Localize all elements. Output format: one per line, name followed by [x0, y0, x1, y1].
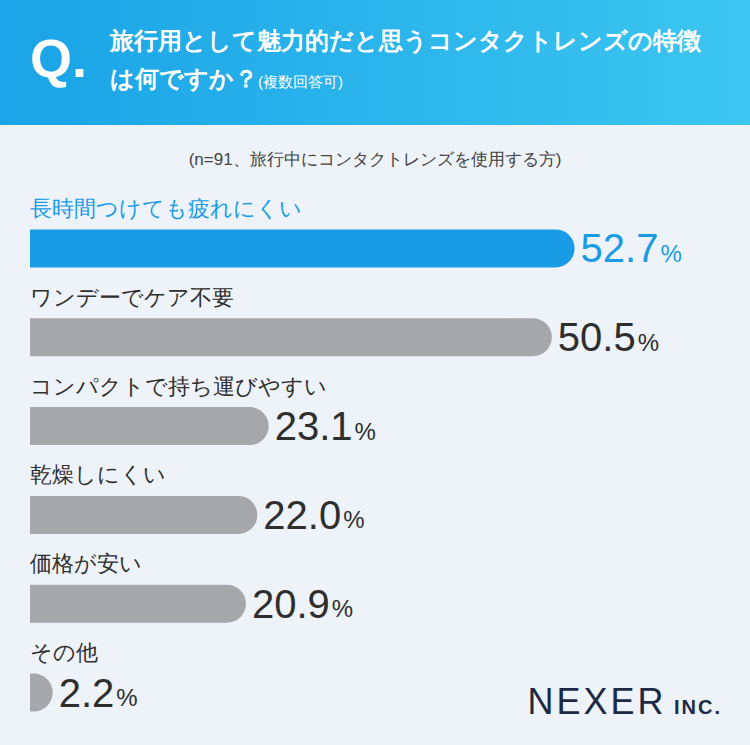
svg-text:52.7: 52.7 [581, 226, 659, 270]
svg-text:%: % [332, 595, 353, 622]
html-text:旅行用として魅力的だと思うコンタクトレンズの特徴は何ですか？: 旅行用として魅力的だと思うコンタクトレンズの特徴は何ですか？(複数回答可) [110, 27, 701, 92]
svg-text:乾燥しにくい: 乾燥しにくい [30, 462, 166, 487]
svg-text:22.0: 22.0 [263, 493, 341, 537]
svg-text:ワンデーでケア不要: ワンデーでケア不要 [30, 285, 234, 310]
html-text:NEXERINC.: NEXERINC. [527, 681, 722, 722]
svg-text:コンパクトで持ち運びやすい: コンパクトで持ち運びやすい [30, 374, 327, 399]
svg-text:長時間つけても疲れにくい: 長時間つけても疲れにくい [30, 196, 302, 221]
svg-text:その他: その他 [30, 640, 98, 665]
svg-text:20.9: 20.9 [252, 582, 330, 626]
svg-text:%: % [343, 506, 364, 533]
svg-text:価格が安い: 価格が安い [30, 551, 142, 576]
svg-text:%: % [116, 684, 137, 711]
svg-text:%: % [638, 329, 659, 356]
svg-text:(n=91、旅行中にコンタクトレンズを使用する方): (n=91、旅行中にコンタクトレンズを使用する方) [189, 150, 562, 169]
html-text:Q.: Q. [30, 28, 87, 88]
svg-text:%: % [660, 240, 681, 267]
svg-text:2.2: 2.2 [59, 671, 115, 715]
svg-text:23.1: 23.1 [275, 404, 353, 448]
svg-text:%: % [355, 418, 376, 445]
svg-text:50.5: 50.5 [558, 315, 636, 359]
